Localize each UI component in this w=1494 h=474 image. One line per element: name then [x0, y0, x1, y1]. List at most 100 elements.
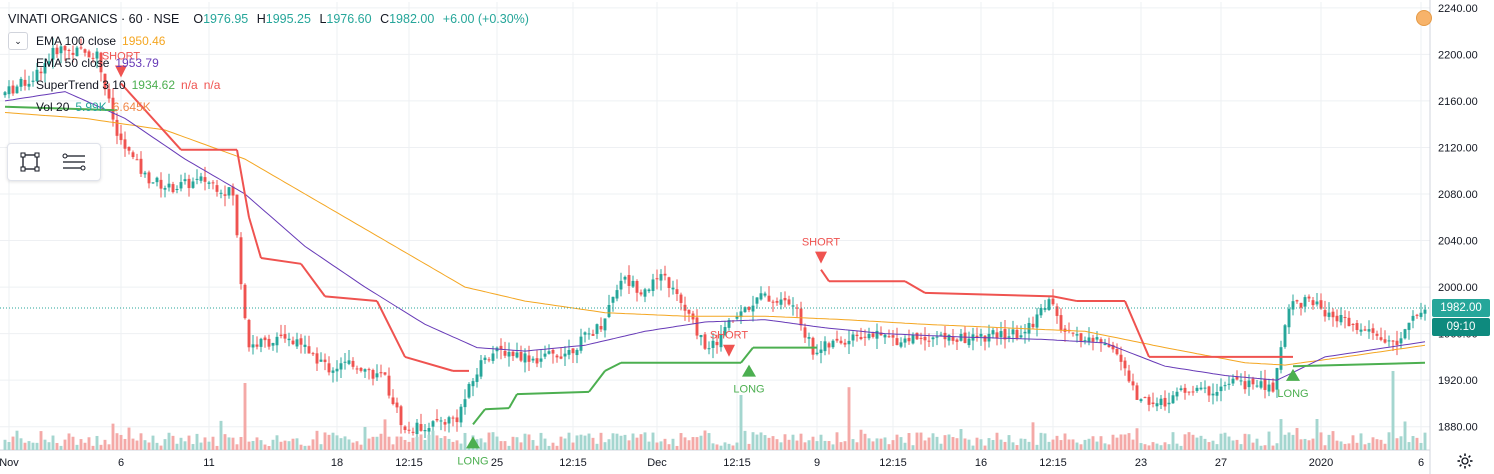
candle-body — [499, 345, 503, 350]
volume-bar — [1255, 438, 1259, 450]
candle-body — [1367, 329, 1371, 332]
volume-bar — [371, 436, 375, 450]
candle-body — [587, 333, 591, 335]
volume-bar — [839, 442, 843, 450]
volume-bar — [1107, 444, 1111, 450]
volume-bar — [1063, 433, 1067, 450]
candle-body — [1187, 391, 1191, 393]
long-signal-marker — [1286, 368, 1300, 381]
candle-body — [975, 335, 979, 338]
symbol-title[interactable]: VINATI ORGANICS · 60 · NSE — [8, 12, 180, 26]
candle-body — [1223, 385, 1227, 387]
candle-body — [1415, 314, 1419, 316]
volume-bar — [1267, 431, 1271, 450]
volume-bar — [1219, 433, 1223, 450]
indicator-row[interactable]: EMA 50 close 1953.79 — [8, 52, 534, 74]
candle-body — [551, 349, 555, 354]
candle-body — [459, 406, 463, 423]
indicator-row[interactable]: Vol 20 5.99K 6.645K — [8, 96, 534, 118]
candle-body — [795, 307, 799, 309]
candle-body — [979, 333, 983, 337]
volume-bar — [707, 433, 711, 450]
candle-body — [939, 334, 943, 336]
short-signal-label: SHORT — [710, 330, 749, 342]
candle-body — [111, 97, 115, 120]
candle-body — [367, 369, 371, 371]
volume-bar — [1203, 438, 1207, 450]
volume-bar — [1411, 436, 1415, 450]
candle-body — [371, 369, 375, 379]
volume-bar — [1055, 435, 1059, 450]
candle-body — [1051, 298, 1055, 305]
volume-bar — [907, 433, 911, 450]
indicator-row[interactable]: SuperTrend 3 10 1934.62 n/a n/a — [8, 74, 534, 96]
candle-body — [851, 334, 855, 341]
ema50-line — [4, 91, 1426, 381]
candle-body — [247, 319, 251, 348]
indicator-row[interactable]: ⌄ EMA 100 close 1950.46 — [8, 30, 534, 52]
candle-body — [1015, 329, 1019, 339]
candle-body — [1159, 398, 1163, 406]
candle-body — [859, 337, 863, 340]
candle-body — [1275, 368, 1279, 390]
candle-body — [827, 343, 831, 348]
last-price-label: 1982.00 — [1432, 299, 1490, 318]
volume-bar — [23, 442, 27, 450]
volume-bar — [67, 433, 71, 450]
drawing-toolbar — [7, 143, 101, 181]
volume-bar — [1127, 433, 1131, 450]
candle-body — [815, 352, 819, 355]
candle-body — [531, 358, 535, 361]
volume-bar — [123, 438, 127, 450]
volume-bar — [1391, 371, 1395, 450]
y-tick-label: 2240.00 — [1438, 3, 1478, 15]
gear-icon[interactable] — [1456, 452, 1474, 470]
candle-body — [983, 335, 987, 342]
volume-bar — [743, 430, 747, 450]
volume-bar — [695, 437, 699, 450]
candle-body — [411, 431, 415, 433]
alert-icon[interactable] — [1416, 10, 1432, 26]
volume-bar — [75, 444, 79, 450]
volume-bar — [1227, 436, 1231, 450]
volume-bar — [315, 430, 319, 450]
volume-bar — [655, 442, 659, 450]
volume-bar — [243, 383, 247, 450]
x-tick-label: 25 — [491, 457, 503, 469]
candle-body — [431, 421, 435, 427]
candle-body — [1023, 331, 1027, 334]
volume-bar — [755, 434, 759, 450]
volume-bar — [931, 433, 935, 450]
supertrend-line — [404, 355, 454, 372]
volume-bar — [403, 439, 407, 450]
volume-bar — [407, 441, 411, 450]
candle-body — [1215, 392, 1219, 396]
collapse-legend-button[interactable]: ⌄ — [8, 32, 28, 50]
volume-bar — [1275, 443, 1279, 450]
candle-body — [159, 179, 163, 189]
volume-bar — [1039, 432, 1043, 450]
volume-bar — [7, 442, 11, 450]
supertrend-line — [260, 257, 302, 265]
candle-body — [1355, 323, 1359, 331]
candle-body — [59, 46, 63, 54]
volume-bar — [271, 439, 275, 450]
volume-bar — [859, 429, 863, 450]
volume-bar — [375, 436, 379, 450]
volume-bar — [987, 438, 991, 450]
rectangle-tool-button[interactable] — [8, 144, 52, 180]
volume-bar — [311, 439, 315, 450]
candle-body — [1179, 388, 1183, 391]
volume-bar — [379, 433, 383, 450]
candle-body — [1007, 336, 1011, 338]
candle-body — [443, 422, 447, 425]
volume-bar — [967, 439, 971, 450]
candle-body — [675, 289, 679, 294]
candle-body — [751, 305, 755, 312]
volume-bar — [579, 434, 583, 450]
candle-body — [1291, 301, 1295, 310]
lines-tool-button[interactable] — [52, 144, 96, 180]
candle-body — [655, 278, 659, 280]
